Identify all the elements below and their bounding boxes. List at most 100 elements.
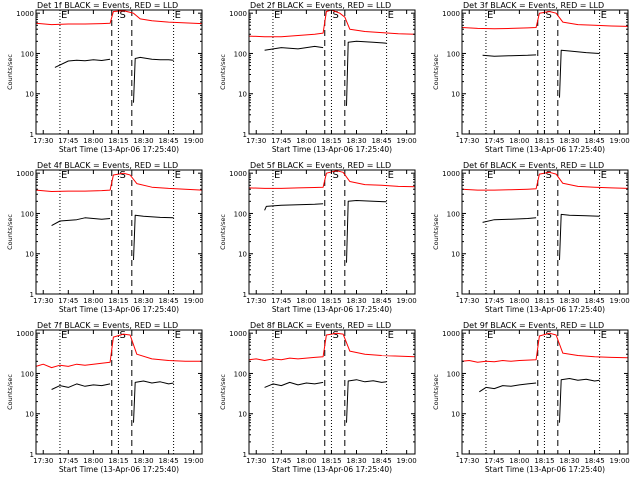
y-tick-label: 1000 xyxy=(16,10,34,18)
y-tick-label: 10 xyxy=(238,91,247,99)
y-tick-label: 1 xyxy=(30,451,34,459)
event-marker-label: E xyxy=(274,170,280,181)
event-marker-label: E xyxy=(487,330,493,341)
y-tick-label: 1 xyxy=(243,451,247,459)
event-marker-label: E xyxy=(61,170,67,181)
lld-series-line xyxy=(35,333,202,369)
x-tick-label: 17:45 xyxy=(58,137,78,145)
event-marker-label: E xyxy=(601,170,607,181)
y-tick-label: 100 xyxy=(21,370,34,378)
x-tick-label: 18:00 xyxy=(83,297,103,305)
x-tick-label: 18:45 xyxy=(158,457,178,465)
event-marker-label: E xyxy=(175,330,181,341)
event-marker-label: S xyxy=(119,330,125,341)
y-tick-label: 1000 xyxy=(229,330,247,338)
x-tick-label: 18:45 xyxy=(584,457,604,465)
plot-frame xyxy=(35,169,203,295)
y-tick-label: 100 xyxy=(234,50,247,58)
x-tick-label: 18:00 xyxy=(509,457,529,465)
x-tick-label: 18:00 xyxy=(509,297,529,305)
y-tick-label: 10 xyxy=(451,91,460,99)
x-tick-label: 18:15 xyxy=(321,137,341,145)
x-tick-label: 19:00 xyxy=(610,137,630,145)
lld-series-line xyxy=(35,10,203,26)
x-tick-label: 17:30 xyxy=(246,137,266,145)
y-tick-label: 100 xyxy=(21,50,34,58)
event-marker-label: E xyxy=(175,10,181,21)
x-tick-label: 19:00 xyxy=(184,457,204,465)
x-tick-label: 19:00 xyxy=(397,297,417,305)
x-tick-label: 17:30 xyxy=(246,297,266,305)
y-axis-title: Counts/sec xyxy=(6,54,14,90)
plot-frame xyxy=(461,169,629,295)
event-marker-label: E xyxy=(388,330,394,341)
events-series-line xyxy=(264,381,324,388)
x-tick-label: 18:15 xyxy=(108,137,128,145)
x-tick-label: 17:45 xyxy=(484,297,504,305)
event-marker-label: E xyxy=(601,10,607,21)
x-tick-label: 18:45 xyxy=(158,137,178,145)
x-tick-label: 18:30 xyxy=(346,297,366,305)
x-axis-title: Start Time (13-Apr-06 17:25:40) xyxy=(485,145,605,154)
x-tick-label: 17:45 xyxy=(271,297,291,305)
x-axis-title: Start Time (13-Apr-06 17:25:40) xyxy=(59,465,179,474)
y-tick-label: 100 xyxy=(447,370,460,378)
x-axis-title: Start Time (13-Apr-06 17:25:40) xyxy=(272,305,392,314)
x-axis-title: Start Time (13-Apr-06 17:25:40) xyxy=(485,465,605,474)
x-tick-label: 18:15 xyxy=(534,297,554,305)
y-tick-label: 1000 xyxy=(229,10,247,18)
x-tick-label: 18:00 xyxy=(83,457,103,465)
y-tick-label: 100 xyxy=(234,210,247,218)
x-axis-title: Start Time (13-Apr-06 17:25:40) xyxy=(272,465,392,474)
events-series-line xyxy=(559,213,600,261)
event-marker-label: S xyxy=(545,10,551,21)
x-tick-label: 19:00 xyxy=(610,457,630,465)
y-tick-label: 100 xyxy=(447,210,460,218)
event-marker-label: E xyxy=(274,10,280,21)
x-tick-label: 17:30 xyxy=(459,457,479,465)
x-tick-label: 19:00 xyxy=(184,137,204,145)
y-tick-label: 100 xyxy=(21,210,34,218)
event-marker-label: S xyxy=(545,330,551,341)
y-tick-label: 1 xyxy=(456,291,460,299)
x-tick-label: 18:00 xyxy=(83,137,103,145)
event-marker-label: E xyxy=(274,330,280,341)
x-tick-label: 18:00 xyxy=(296,457,316,465)
y-tick-label: 1000 xyxy=(442,170,460,178)
y-tick-label: 1 xyxy=(456,451,460,459)
y-tick-label: 1 xyxy=(243,291,247,299)
x-tick-label: 17:30 xyxy=(33,137,53,145)
event-marker-label: E xyxy=(601,330,607,341)
y-axis-title: Counts/sec xyxy=(219,214,227,250)
x-tick-label: 19:00 xyxy=(184,297,204,305)
x-tick-label: 18:00 xyxy=(296,137,316,145)
x-axis-title: Start Time (13-Apr-06 17:25:40) xyxy=(59,145,179,154)
y-tick-label: 10 xyxy=(238,411,247,419)
y-tick-label: 10 xyxy=(25,411,34,419)
x-tick-label: 18:30 xyxy=(559,457,579,465)
event-marker-label: S xyxy=(119,170,125,181)
panel-title: Det 3f BLACK = Events, RED = LLD xyxy=(463,1,604,10)
lld-series-line xyxy=(35,172,203,192)
panel-title: Det 4f BLACK = Events, RED = LLD xyxy=(37,161,178,170)
events-series-line xyxy=(133,214,174,261)
event-marker-label: E xyxy=(388,10,394,21)
x-tick-label: 17:45 xyxy=(58,457,78,465)
x-tick-label: 17:30 xyxy=(33,457,53,465)
y-axis-title: Counts/sec xyxy=(6,374,14,410)
events-series-line xyxy=(346,379,387,423)
x-tick-label: 18:15 xyxy=(108,297,128,305)
y-axis-title: Counts/sec xyxy=(432,214,440,250)
y-axis-title: Counts/sec xyxy=(432,374,440,410)
y-tick-label: 1 xyxy=(456,131,460,139)
x-tick-label: 18:45 xyxy=(584,137,604,145)
panel-title: Det 7f BLACK = Events, RED = LLD xyxy=(37,321,178,330)
y-tick-label: 10 xyxy=(238,251,247,259)
x-tick-label: 18:30 xyxy=(133,137,153,145)
